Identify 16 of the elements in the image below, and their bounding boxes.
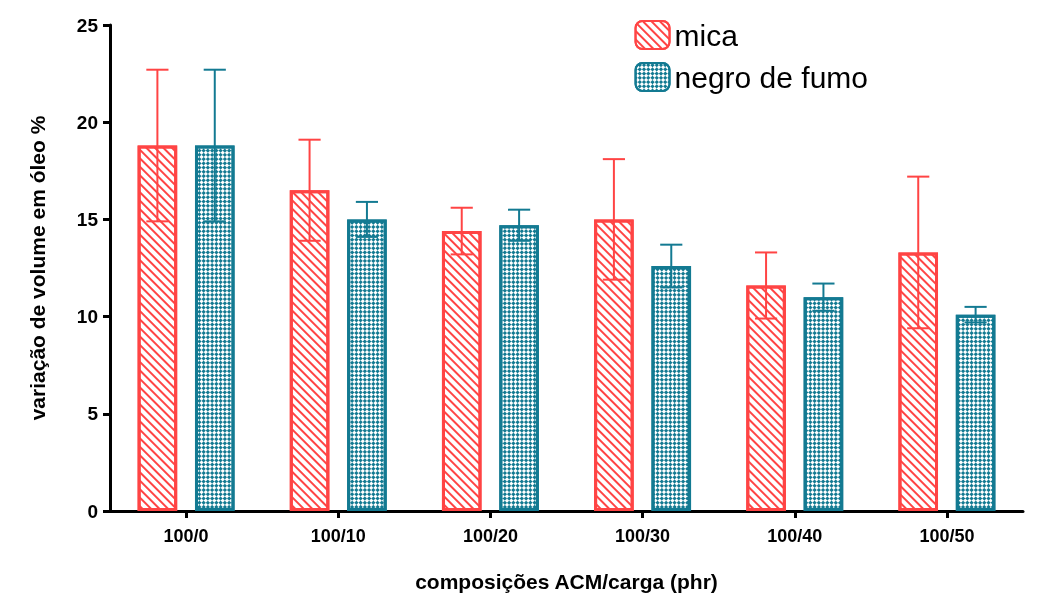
x-axis-title: composições ACM/carga (phr) xyxy=(415,570,718,593)
y-tick-label: 10 xyxy=(76,306,98,328)
x-tick-label: 100/30 xyxy=(615,526,671,546)
x-tick-label: 100/0 xyxy=(163,526,209,546)
y-tick-label: 5 xyxy=(87,403,99,425)
legend-label: mica xyxy=(674,18,739,52)
x-tick-label: 100/10 xyxy=(310,526,366,546)
x-tick-label: 100/40 xyxy=(767,526,823,546)
legend-label: negro de fumo xyxy=(674,60,869,94)
y-tick-label: 25 xyxy=(76,14,99,36)
y-tick-label: 15 xyxy=(76,208,99,230)
y-axis-title: variação de volume em óleo % xyxy=(26,115,49,421)
y-tick-label: 20 xyxy=(76,111,98,133)
x-tick-label: 100/50 xyxy=(919,526,975,546)
y-tick-label: 0 xyxy=(87,500,98,522)
x-tick-label: 100/20 xyxy=(462,526,518,546)
